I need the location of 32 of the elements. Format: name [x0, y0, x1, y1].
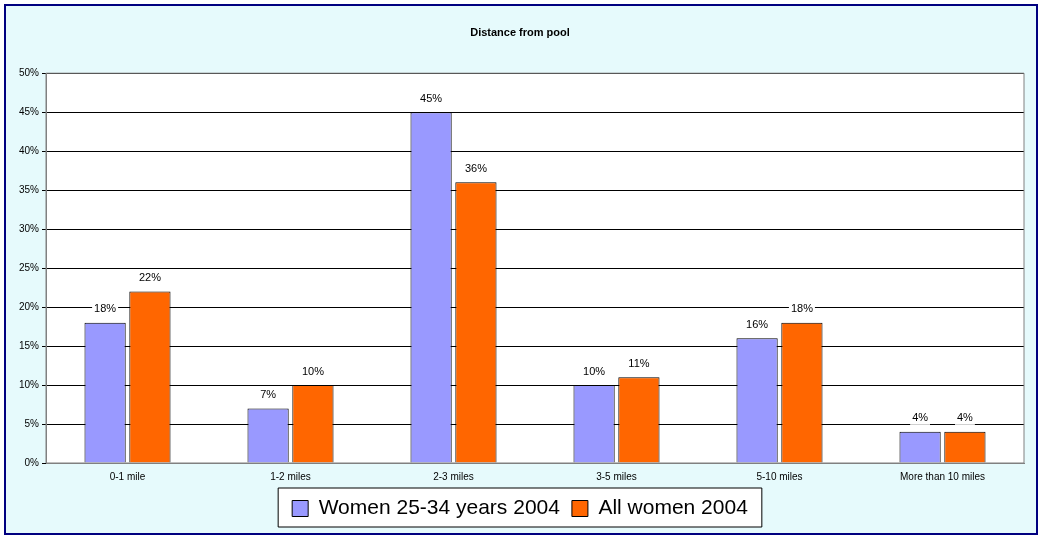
y-tick-label: 50% [19, 66, 40, 78]
x-tick-label: 3-5 miles [596, 470, 637, 482]
legend-label: Women 25-34 years 2004 [318, 495, 561, 519]
data-label: 22% [138, 271, 162, 284]
data-label: 16% [746, 317, 769, 330]
y-tick-label: 5% [24, 417, 40, 429]
data-label: 4% [956, 411, 974, 424]
chart-title: Distance from pool [470, 25, 570, 38]
y-tick-label: 20% [19, 300, 40, 312]
x-tick-label: 1-2 miles [270, 470, 311, 482]
y-tick-label: 25% [19, 261, 40, 273]
data-label: 4% [912, 411, 929, 424]
data-label: 36% [464, 161, 488, 174]
y-tick-label: 40% [19, 144, 40, 156]
x-tick-label: 5-10 miles [756, 470, 803, 482]
y-tick-label: 45% [19, 105, 40, 117]
data-label: 10% [301, 364, 325, 377]
x-tick-label: 0-1 mile [109, 470, 146, 482]
x-tick-label: 2-3 miles [433, 470, 474, 482]
data-label: 11% [628, 356, 650, 369]
y-tick-label: 30% [19, 222, 40, 234]
data-label: 18% [790, 302, 814, 315]
x-tick-label: More than 10 miles [899, 470, 986, 482]
legend-label: All women 2004 [598, 495, 749, 519]
data-label: 45% [420, 91, 443, 104]
data-label: 7% [260, 387, 277, 400]
data-label: 10% [583, 364, 606, 377]
data-label: 18% [94, 302, 117, 315]
y-tick-label: 10% [19, 378, 40, 390]
y-tick-label: 15% [19, 339, 40, 351]
y-tick-label: 35% [19, 183, 40, 195]
y-tick-label: 0% [24, 456, 40, 468]
